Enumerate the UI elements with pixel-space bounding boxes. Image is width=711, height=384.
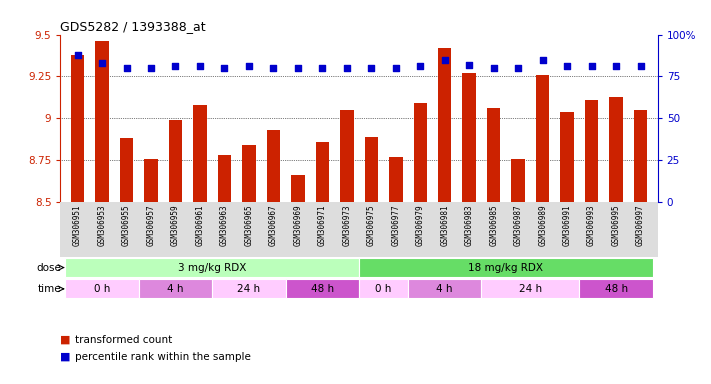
Text: ■: ■	[60, 352, 71, 362]
Bar	[389, 157, 402, 202]
Text: GSM306991: GSM306991	[562, 205, 572, 247]
Point	[586, 63, 597, 70]
Text: 24 h: 24 h	[519, 284, 542, 294]
Point	[72, 51, 83, 58]
Text: GSM306961: GSM306961	[196, 205, 205, 247]
Text: 48 h: 48 h	[604, 284, 628, 294]
Point	[145, 65, 156, 71]
Bar	[481, 279, 579, 298]
Bar	[609, 96, 623, 202]
Point	[635, 63, 646, 70]
Point	[316, 65, 328, 71]
Text: time: time	[37, 284, 61, 294]
Point	[513, 65, 524, 71]
Bar	[144, 159, 158, 202]
Point	[268, 65, 279, 71]
Bar	[414, 103, 427, 202]
Bar	[139, 279, 212, 298]
Bar	[65, 258, 359, 277]
Text: 4 h: 4 h	[167, 284, 183, 294]
Text: ■: ■	[60, 335, 71, 345]
Bar	[218, 155, 231, 202]
Point	[537, 56, 548, 63]
Point	[562, 63, 573, 70]
Text: GSM306979: GSM306979	[416, 205, 424, 247]
Text: dose: dose	[36, 263, 61, 273]
Point	[610, 63, 621, 70]
Bar	[438, 48, 451, 202]
Text: GSM306989: GSM306989	[538, 205, 547, 247]
Bar	[634, 110, 647, 202]
Text: GSM306957: GSM306957	[146, 205, 156, 247]
Point	[194, 63, 205, 70]
Text: 48 h: 48 h	[311, 284, 334, 294]
Bar	[119, 138, 133, 202]
Point	[170, 63, 181, 70]
Text: GSM306971: GSM306971	[318, 205, 327, 247]
Bar	[193, 105, 207, 202]
Text: 0 h: 0 h	[94, 284, 110, 294]
Text: GSM306981: GSM306981	[440, 205, 449, 247]
Point	[439, 56, 450, 63]
Text: GSM306993: GSM306993	[587, 205, 596, 247]
Bar	[169, 120, 182, 202]
Bar	[242, 145, 256, 202]
Bar	[95, 41, 109, 202]
Text: 24 h: 24 h	[237, 284, 260, 294]
Bar	[316, 142, 329, 202]
Text: GSM306951: GSM306951	[73, 205, 82, 247]
Bar	[579, 279, 653, 298]
Text: GSM306955: GSM306955	[122, 205, 131, 247]
Point	[219, 65, 230, 71]
Text: GSM306997: GSM306997	[636, 205, 645, 247]
Bar	[408, 279, 481, 298]
Point	[415, 63, 426, 70]
Bar	[365, 137, 378, 202]
Bar	[462, 73, 476, 202]
Text: GSM306967: GSM306967	[269, 205, 278, 247]
Bar	[511, 159, 525, 202]
Bar	[536, 75, 550, 202]
Text: 0 h: 0 h	[375, 284, 392, 294]
Bar	[560, 112, 574, 202]
Point	[292, 65, 304, 71]
Bar	[340, 110, 353, 202]
Text: percentile rank within the sample: percentile rank within the sample	[75, 352, 250, 362]
Text: 4 h: 4 h	[437, 284, 453, 294]
Text: GSM306963: GSM306963	[220, 205, 229, 247]
Point	[243, 63, 255, 70]
Text: transformed count: transformed count	[75, 335, 172, 345]
Bar	[212, 279, 286, 298]
Text: 3 mg/kg RDX: 3 mg/kg RDX	[178, 263, 247, 273]
Text: GSM306969: GSM306969	[294, 205, 302, 247]
Bar	[71, 55, 85, 202]
Bar	[267, 130, 280, 202]
Bar	[286, 279, 359, 298]
Text: GSM306973: GSM306973	[342, 205, 351, 247]
Text: GSM306985: GSM306985	[489, 205, 498, 247]
Bar	[359, 279, 408, 298]
Text: GSM306995: GSM306995	[611, 205, 621, 247]
Point	[341, 65, 353, 71]
Bar	[291, 175, 304, 202]
Bar	[585, 100, 599, 202]
Text: GSM306953: GSM306953	[97, 205, 107, 247]
Point	[365, 65, 377, 71]
Text: GSM306959: GSM306959	[171, 205, 180, 247]
Text: GSM306983: GSM306983	[465, 205, 474, 247]
Text: GDS5282 / 1393388_at: GDS5282 / 1393388_at	[60, 20, 206, 33]
Text: GSM306965: GSM306965	[245, 205, 253, 247]
Point	[97, 60, 108, 66]
Text: GSM306977: GSM306977	[391, 205, 400, 247]
Point	[488, 65, 499, 71]
Point	[464, 62, 475, 68]
Text: GSM306987: GSM306987	[513, 205, 523, 247]
Bar	[65, 279, 139, 298]
Bar	[487, 108, 501, 202]
Point	[121, 65, 132, 71]
Text: 18 mg/kg RDX: 18 mg/kg RDX	[469, 263, 543, 273]
Text: GSM306975: GSM306975	[367, 205, 376, 247]
Point	[390, 65, 402, 71]
Bar	[359, 258, 653, 277]
